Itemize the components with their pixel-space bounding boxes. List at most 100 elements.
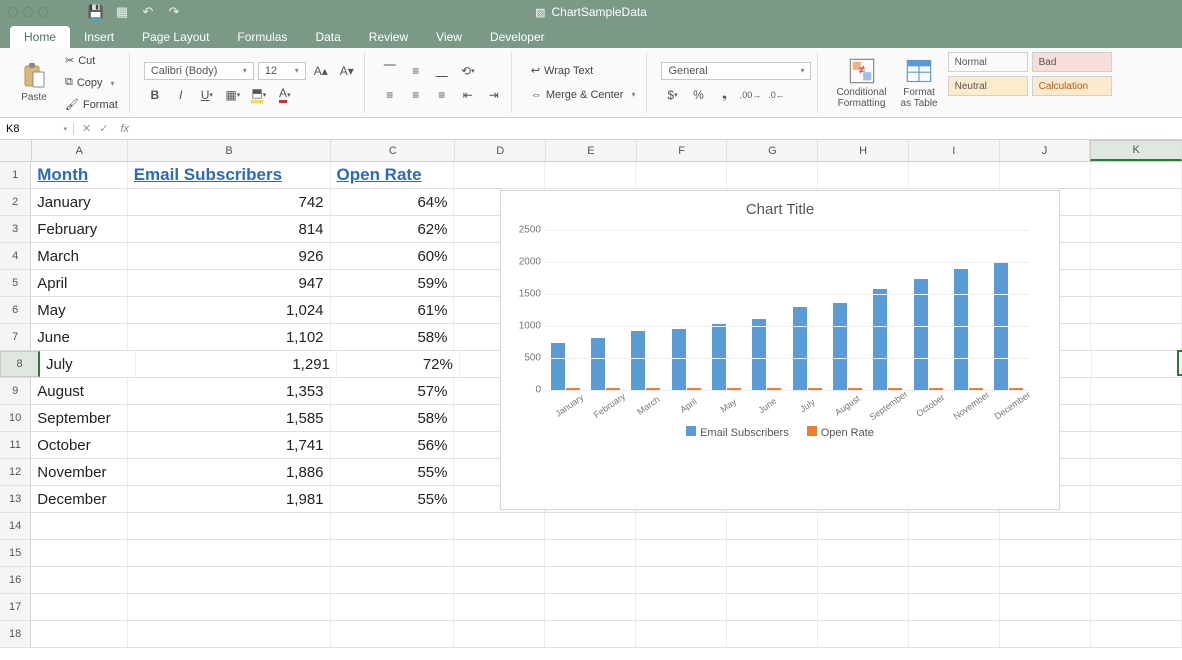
chart-bar-august[interactable] [827,230,867,390]
row-header-10[interactable]: 10 [0,405,31,431]
cell-C15[interactable] [331,540,455,566]
zoom-window-icon[interactable] [38,7,48,17]
cell-style-calculation[interactable]: Calculation [1032,76,1112,96]
cell-B17[interactable] [128,594,331,620]
border-button[interactable]: ▦▾ [222,85,244,105]
name-box[interactable]: K8 [0,123,74,135]
close-window-icon[interactable] [8,7,18,17]
cell-C9[interactable]: 57% [331,378,455,404]
underline-button[interactable]: U▾ [196,85,218,105]
cell-A2[interactable]: January [31,189,127,215]
cell-I16[interactable] [909,567,1000,593]
chart-bar-january[interactable] [545,230,585,390]
cell-K12[interactable] [1091,459,1182,485]
cell-H17[interactable] [818,594,909,620]
increase-font-icon[interactable]: A▴ [310,61,332,81]
cell-A12[interactable]: November [31,459,127,485]
align-right-icon[interactable]: ≡ [431,85,453,105]
chart-bar-october[interactable] [908,230,948,390]
merge-center-button[interactable]: ⇔Merge & Center [526,85,641,105]
align-bottom-icon[interactable]: ⎽ [431,61,453,81]
row-header-4[interactable]: 4 [0,243,31,269]
cell-A15[interactable] [31,540,127,566]
bold-button[interactable]: B [144,85,166,105]
column-header-I[interactable]: I [909,140,1000,161]
cell-A1[interactable]: Month [31,162,127,188]
increase-indent-icon[interactable]: ⇥ [483,85,505,105]
cell-C6[interactable]: 61% [331,297,455,323]
row-header-17[interactable]: 17 [0,594,31,620]
cell-E15[interactable] [545,540,636,566]
cell-H18[interactable] [818,621,909,647]
cell-B14[interactable] [128,513,331,539]
cell-K10[interactable] [1091,405,1182,431]
cell-B10[interactable]: 1,585 [128,405,331,431]
cell-B7[interactable]: 1,102 [128,324,331,350]
tab-insert[interactable]: Insert [70,26,128,48]
tab-home[interactable]: Home [10,26,70,48]
tab-review[interactable]: Review [355,26,422,48]
cell-C1[interactable]: Open Rate [331,162,455,188]
tab-developer[interactable]: Developer [476,26,559,48]
cell-I18[interactable] [909,621,1000,647]
cell-B12[interactable]: 1,886 [128,459,331,485]
font-name-select[interactable]: Calibri (Body) [144,62,254,80]
italic-button[interactable]: I [170,85,192,105]
cell-E1[interactable] [545,162,636,188]
cell-D15[interactable] [454,540,545,566]
cell-J15[interactable] [1000,540,1091,566]
column-header-J[interactable]: J [1000,140,1091,161]
chart-bar-november[interactable] [948,230,988,390]
cell-G15[interactable] [727,540,818,566]
cell-A4[interactable]: March [31,243,127,269]
cell-I14[interactable] [909,513,1000,539]
row-header-7[interactable]: 7 [0,324,31,350]
cell-B5[interactable]: 947 [128,270,331,296]
tab-data[interactable]: Data [301,26,354,48]
row-header-6[interactable]: 6 [0,297,31,323]
embedded-chart[interactable]: Chart Title 05001000150020002500 January… [500,190,1060,510]
tab-formulas[interactable]: Formulas [223,26,301,48]
save-icon[interactable]: 💾 [88,4,104,20]
cell-B15[interactable] [128,540,331,566]
row-header-3[interactable]: 3 [0,216,31,242]
comma-icon[interactable]: ❟ [713,85,735,105]
cell-G1[interactable] [727,162,818,188]
cell-F16[interactable] [636,567,727,593]
copy-button[interactable]: ⧉Copy [60,73,123,93]
row-header-8[interactable]: 8 [0,351,40,377]
cell-B3[interactable]: 814 [128,216,331,242]
row-header-18[interactable]: 18 [0,621,31,647]
cell-D17[interactable] [454,594,545,620]
cell-K14[interactable] [1091,513,1182,539]
cell-K15[interactable] [1091,540,1182,566]
cell-B6[interactable]: 1,024 [128,297,331,323]
cell-J16[interactable] [1000,567,1091,593]
cell-A3[interactable]: February [31,216,127,242]
fill-color-button[interactable]: ⬒▾ [248,85,270,105]
cell-A9[interactable]: August [31,378,127,404]
cell-E17[interactable] [545,594,636,620]
align-left-icon[interactable]: ≡ [379,85,401,105]
number-format-select[interactable]: General [661,62,811,80]
cell-C12[interactable]: 55% [331,459,455,485]
cell-C18[interactable] [331,621,455,647]
cell-C11[interactable]: 56% [331,432,455,458]
column-header-D[interactable]: D [455,140,546,161]
chart-bar-july[interactable] [787,230,827,390]
row-header-12[interactable]: 12 [0,459,31,485]
decrease-decimal-icon[interactable]: .0← [765,85,787,105]
page-icon[interactable]: ▦ [114,4,130,20]
row-header-13[interactable]: 13 [0,486,31,512]
undo-icon[interactable]: ↶ [140,4,156,20]
paste-button[interactable]: Paste [12,60,56,105]
cell-D16[interactable] [454,567,545,593]
cell-B11[interactable]: 1,741 [128,432,331,458]
font-color-button[interactable]: A▾ [274,85,296,105]
row-header-5[interactable]: 5 [0,270,31,296]
orientation-icon[interactable]: ⟲▾ [457,61,479,81]
chart-bar-december[interactable] [989,230,1029,390]
cell-A16[interactable] [31,567,127,593]
cell-B13[interactable]: 1,981 [128,486,331,512]
cell-D1[interactable] [454,162,545,188]
